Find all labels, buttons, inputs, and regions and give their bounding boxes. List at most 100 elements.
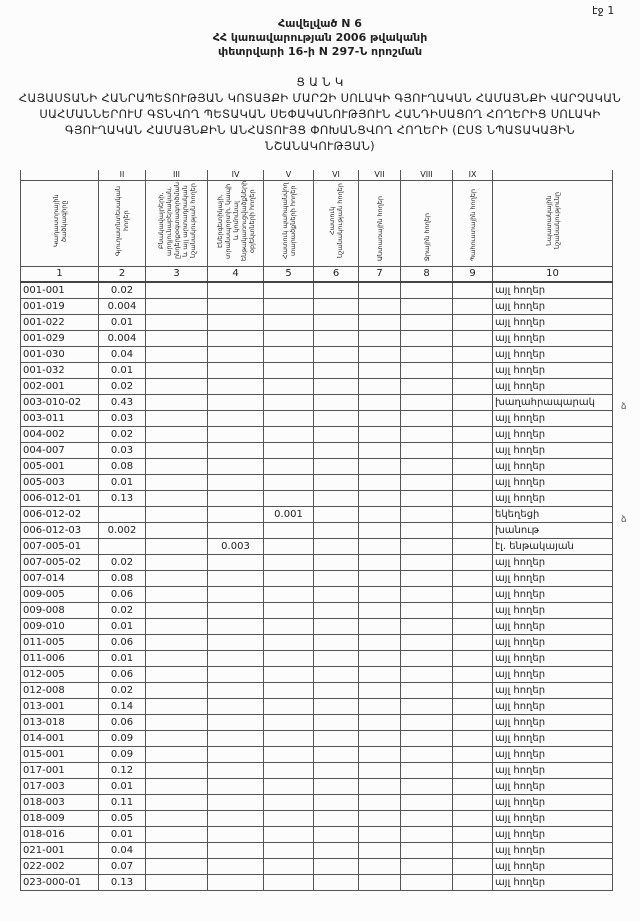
area-cell bbox=[452, 714, 493, 731]
area-cell bbox=[145, 666, 208, 683]
area-cell bbox=[207, 281, 264, 299]
area-cell bbox=[263, 586, 314, 603]
purpose-cell: այլ հողեր bbox=[492, 330, 613, 347]
area-cell bbox=[145, 442, 208, 459]
purpose-cell: այլ հողեր bbox=[492, 474, 613, 491]
area-cell bbox=[313, 506, 359, 523]
area-cell bbox=[145, 458, 208, 475]
purpose-cell: խանութ bbox=[492, 522, 613, 539]
area-cell bbox=[207, 634, 264, 651]
area-cell bbox=[358, 538, 401, 555]
cadastral-code: 007-014 bbox=[20, 570, 99, 587]
area-cell bbox=[145, 826, 208, 843]
column-number: 5 bbox=[263, 266, 314, 283]
table-row: 012-005 0.06 այլ հողեր bbox=[20, 666, 613, 683]
area-cell bbox=[452, 842, 493, 859]
area-cell bbox=[145, 426, 208, 443]
area-cell bbox=[358, 586, 401, 603]
area-cell bbox=[452, 458, 493, 475]
purpose-cell: այլ հողեր bbox=[492, 586, 613, 603]
cadastral-code: 021-001 bbox=[20, 842, 99, 859]
area-cell bbox=[207, 618, 264, 635]
cadastral-code: 001-032 bbox=[20, 362, 99, 379]
cadastral-code: 013-018 bbox=[20, 714, 99, 731]
area-cell bbox=[207, 794, 264, 811]
area-cell bbox=[452, 602, 493, 619]
area-cell bbox=[313, 634, 359, 651]
cadastral-code: 001-029 bbox=[20, 330, 99, 347]
purpose-cell: այլ հողեր bbox=[492, 858, 613, 875]
column-header-text: Անտառային հողեր bbox=[375, 196, 384, 261]
table-row: 009-010 0.01 այլ հողեր bbox=[20, 618, 613, 635]
area-cell bbox=[400, 714, 453, 731]
area-cell bbox=[358, 778, 401, 795]
purpose-cell: այլ հողեր bbox=[492, 666, 613, 683]
area-cell bbox=[263, 490, 314, 507]
area-cell bbox=[313, 458, 359, 475]
area-cell bbox=[145, 522, 208, 539]
column-number: 9 bbox=[452, 266, 493, 283]
area-cell bbox=[400, 442, 453, 459]
area-cell bbox=[358, 490, 401, 507]
area-cell: 0.01 bbox=[98, 778, 146, 795]
table-row: 007-014 0.08 այլ հողեր bbox=[20, 570, 613, 587]
area-cell bbox=[400, 826, 453, 843]
area-cell bbox=[207, 842, 264, 859]
area-cell: 0.002 bbox=[98, 522, 146, 539]
cadastral-code: 001-001 bbox=[20, 281, 99, 299]
area-cell bbox=[313, 730, 359, 747]
area-cell bbox=[400, 554, 453, 571]
area-cell bbox=[207, 378, 264, 395]
page-number: էջ 1 bbox=[592, 4, 615, 17]
purpose-cell: էլ. ենթակայան bbox=[492, 538, 613, 555]
area-cell bbox=[452, 298, 493, 315]
area-cell bbox=[145, 378, 208, 395]
area-cell bbox=[207, 314, 264, 331]
area-cell bbox=[313, 330, 359, 347]
area-cell bbox=[452, 346, 493, 363]
area-cell bbox=[207, 714, 264, 731]
area-cell: 0.09 bbox=[98, 730, 146, 747]
area-cell bbox=[145, 602, 208, 619]
purpose-cell: այլ հողեր bbox=[492, 730, 613, 747]
column-header-text: Հատուկ պահպանվող տարածքների հողեր bbox=[280, 182, 297, 260]
column-header: Հատուկ պահպանվող տարածքների հողեր bbox=[263, 180, 314, 267]
area-cell bbox=[263, 570, 314, 587]
area-cell bbox=[358, 762, 401, 779]
purpose-cell: այլ հողեր bbox=[492, 618, 613, 635]
column-header-text: Գյուղատնտեսական հողեր bbox=[114, 186, 130, 256]
area-cell bbox=[313, 554, 359, 571]
purpose-cell: այլ հողեր bbox=[492, 602, 613, 619]
area-cell bbox=[400, 746, 453, 763]
area-cell bbox=[207, 666, 264, 683]
roman-numeral: III bbox=[145, 170, 208, 181]
table-row: 001-022 0.01 այլ հողեր bbox=[20, 314, 613, 331]
area-cell: 0.08 bbox=[98, 570, 146, 587]
area-cell bbox=[358, 442, 401, 459]
table-row: 001-032 0.01 այլ հողեր bbox=[20, 362, 613, 379]
area-cell bbox=[313, 281, 359, 299]
area-cell bbox=[358, 378, 401, 395]
area-cell bbox=[263, 426, 314, 443]
area-cell bbox=[313, 298, 359, 315]
area-cell: 0.004 bbox=[98, 330, 146, 347]
area-cell bbox=[452, 634, 493, 651]
area-cell bbox=[358, 426, 401, 443]
cadastral-code: 012-008 bbox=[20, 682, 99, 699]
area-cell bbox=[313, 618, 359, 635]
area-cell bbox=[263, 298, 314, 315]
area-cell bbox=[400, 362, 453, 379]
area-cell bbox=[207, 682, 264, 699]
purpose-cell: այլ հողեր bbox=[492, 458, 613, 475]
land-table: II III IV V VI VII VIII IX Կադաստրային ծածկագիրը… bbox=[20, 170, 613, 891]
area-cell bbox=[145, 682, 208, 699]
area-cell bbox=[400, 586, 453, 603]
area-cell bbox=[207, 506, 264, 523]
table-row: 007-005-01 0.003 էլ. ենթակայան bbox=[20, 538, 613, 555]
column-number-row: 1 2 3 4 5 6 7 8 9 10 bbox=[20, 266, 613, 283]
area-cell bbox=[400, 666, 453, 683]
cadastral-code: 007-005-01 bbox=[20, 538, 99, 555]
area-cell bbox=[263, 330, 314, 347]
area-cell bbox=[313, 426, 359, 443]
roman-numeral: II bbox=[98, 170, 146, 181]
